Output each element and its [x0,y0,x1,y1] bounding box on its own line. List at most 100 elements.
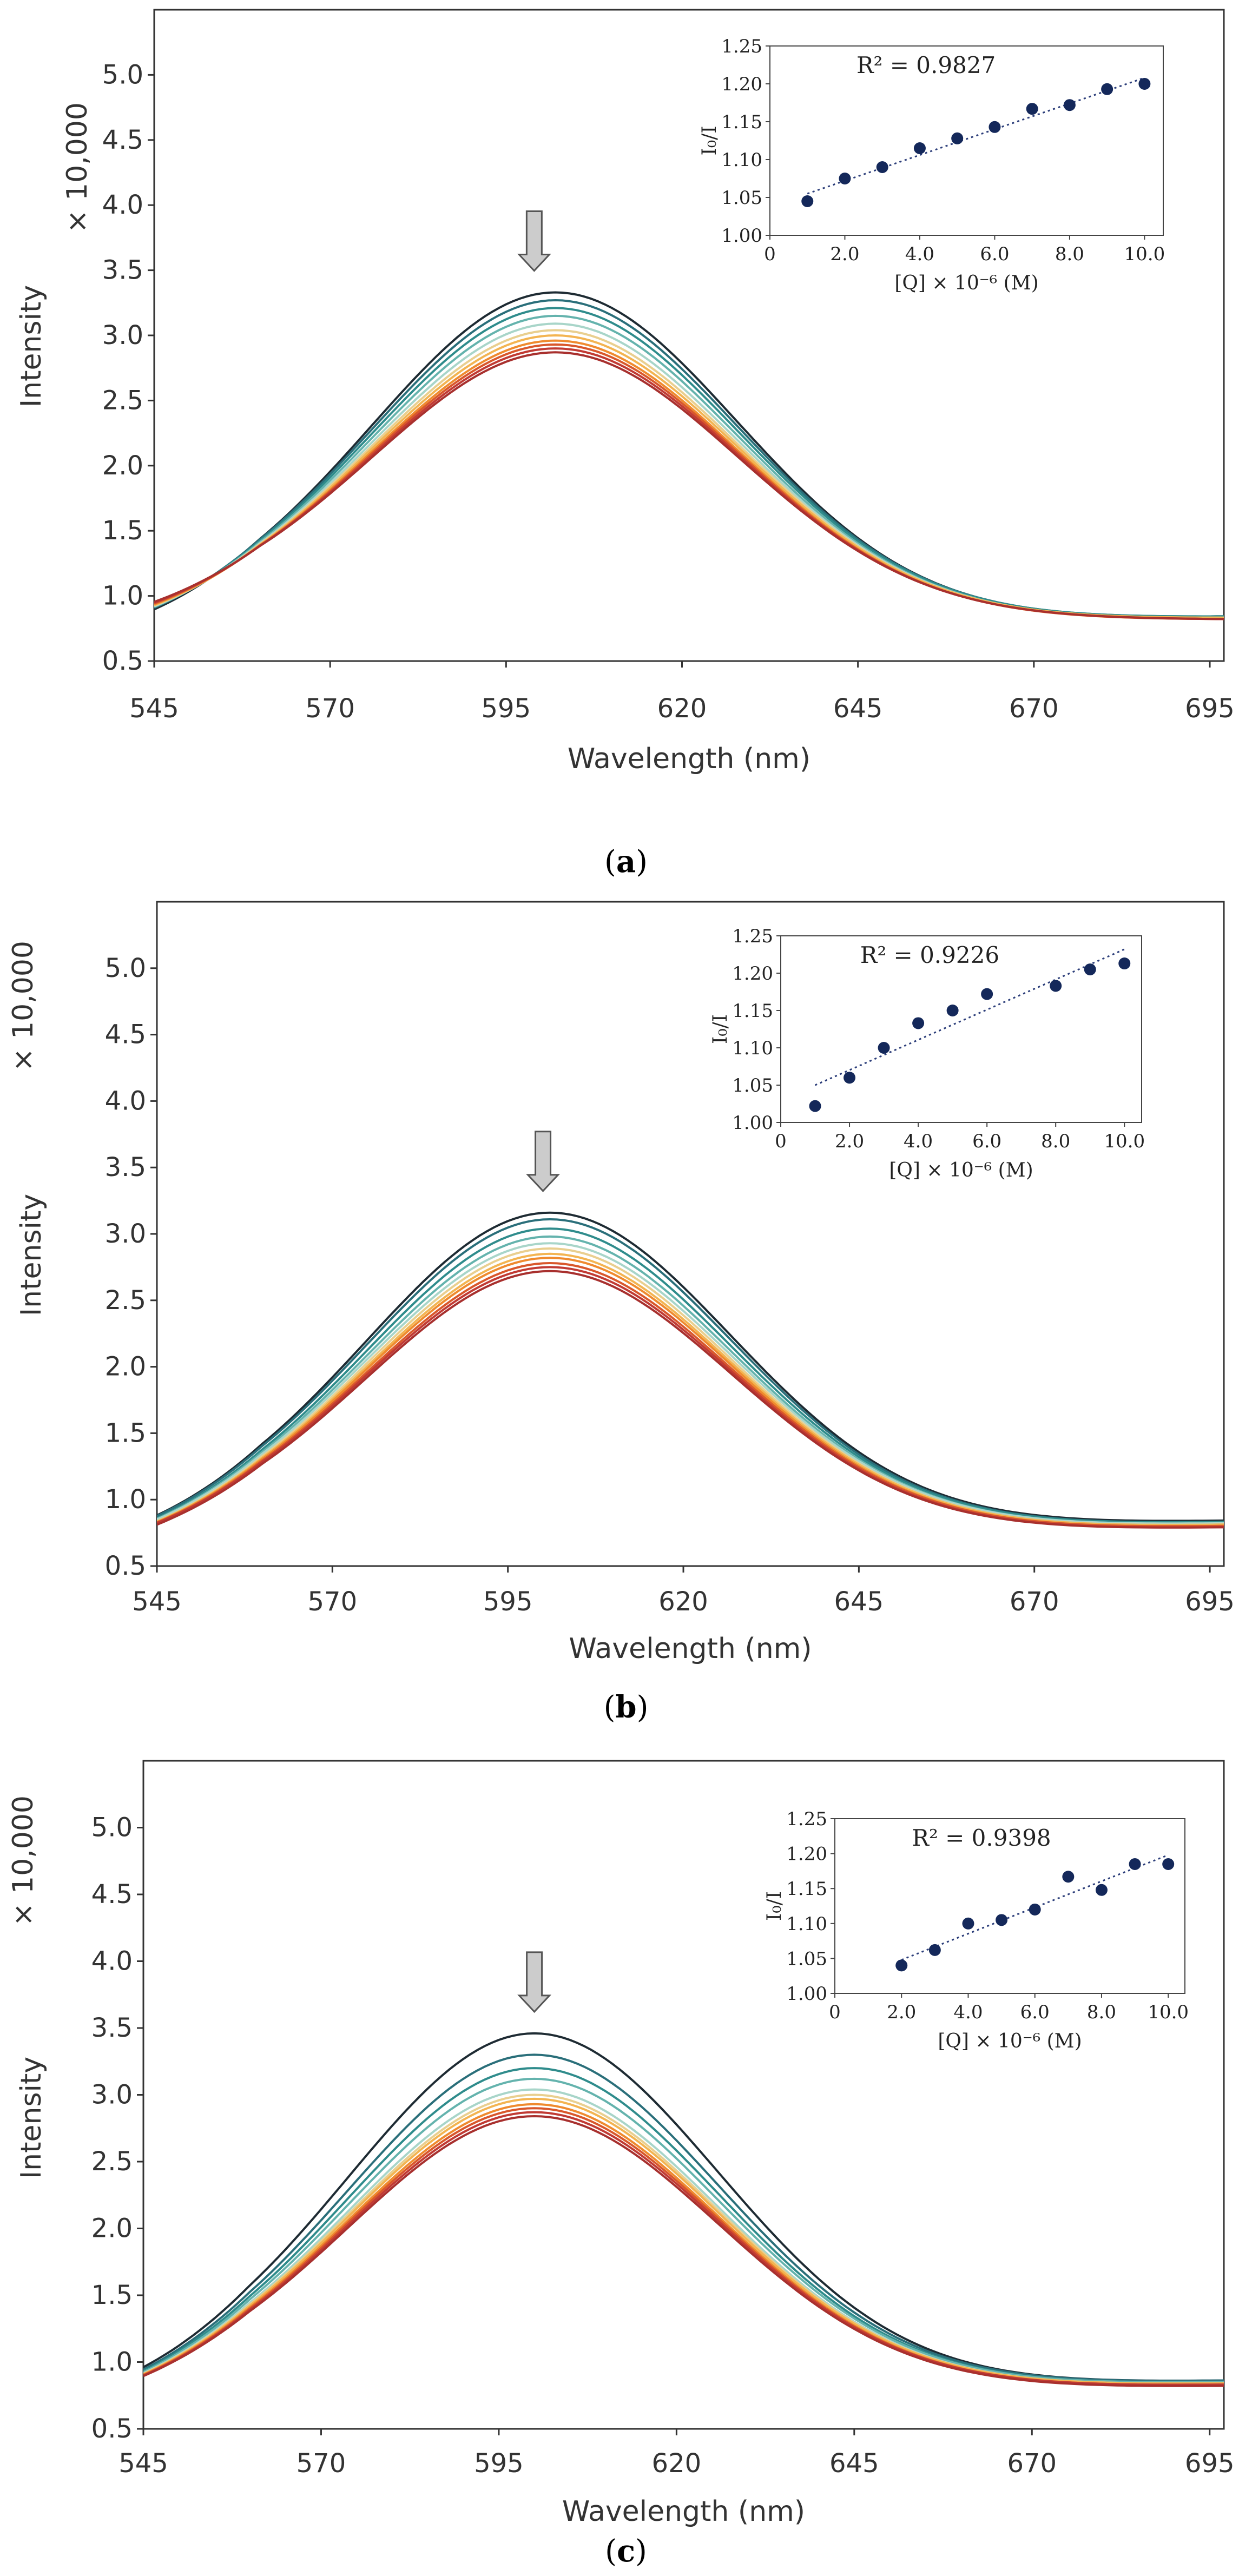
spectrum-line [143,2107,1224,2386]
spectrum-line [143,2067,1224,2383]
axis-multiplier-label: × 10,000 [61,102,94,233]
inset-data-point [876,161,888,173]
x-tick-label: 670 [1007,2448,1057,2479]
inset-data-point [1029,1903,1041,1916]
inset-data-point [928,1944,941,1956]
y-tick-label: 0.5 [91,2414,133,2444]
y-tick-label: 5.0 [105,953,146,983]
inset-y-tick-label: 1.10 [721,149,762,171]
inset-x-axis-title: [Q] × 10⁻⁶ (M) [889,1159,1033,1181]
inset-x-tick-label: 0 [829,2002,841,2023]
inset-data-point [1062,1871,1075,1883]
inset-data-point [1162,1858,1175,1870]
spectrum-line [157,1242,1224,1525]
inset-data-point [801,195,814,207]
spectrum-line [143,2115,1224,2387]
caption-letter: b [615,1689,636,1725]
x-tick-label: 570 [305,693,355,724]
r-squared-annotation: R² = 0.9226 [860,942,999,968]
x-tick-label: 595 [483,1587,533,1617]
down-arrow-icon [526,1131,561,1192]
trendline [901,1854,1169,1961]
spectrum-line [154,322,1224,619]
spectrum-line [154,314,1224,619]
y-tick-label: 2.5 [102,385,143,415]
r-squared-annotation: R² = 0.9398 [912,1825,1051,1851]
inset-y-tick-label: 1.25 [786,1808,827,1830]
spectrum-line [157,1261,1224,1528]
x-tick-label: 670 [1010,1587,1059,1617]
inset-y-tick-label: 1.10 [732,1038,773,1059]
spectrum-line [154,334,1224,619]
inset-data-point [1050,980,1062,992]
inset-y-tick-label: 1.20 [732,963,773,985]
y-tick-label: 4.0 [91,1946,133,1977]
caption-close: ) [635,2534,647,2569]
inset-x-tick-label: 8.0 [1055,243,1084,265]
spectrum-line [143,2032,1224,2382]
inset-data-point [895,1959,908,1972]
y-tick-label: 0.5 [105,1551,146,1581]
inset-x-tick-label: 6.0 [972,1131,1001,1152]
spectrum-line [154,291,1224,618]
down-arrow-icon [517,1951,552,2013]
y-tick-label: 3.0 [91,2080,133,2110]
inset-data-point [951,132,964,144]
spectrum-line [154,299,1224,618]
x-tick-label: 595 [474,2448,524,2479]
inset-data-point [962,1917,974,1930]
inset-data-point [1095,1884,1108,1896]
y-tick-label: 3.5 [91,2013,133,2043]
axis-multiplier-label: × 10,000 [7,941,39,1072]
x-tick-label: 595 [482,693,531,724]
x-tick-label: 645 [833,693,883,724]
spectra-group [154,291,1224,620]
inset-x-tick-label: 4.0 [905,243,934,265]
panel-caption: (b) [604,1689,649,1725]
inset-y-axis-title: I₀/I [709,1014,732,1044]
inset-data-point [912,1017,925,1029]
y-tick-label: 1.0 [105,1484,146,1515]
x-axis-title: Wavelength (nm) [568,743,810,775]
inset-x-tick-label: 0 [764,243,776,265]
caption-letter: c [617,2533,635,2569]
inset-y-tick-label: 1.15 [786,1878,827,1900]
inset-data-point [839,173,851,184]
inset-frame [769,45,1164,236]
inset-y-tick-label: 1.00 [732,1112,773,1134]
panel-caption: (c) [605,2533,647,2569]
inset-x-tick-label: 6.0 [1020,2002,1050,2023]
inset-data-point [913,142,926,154]
inset-data-point [878,1042,890,1054]
x-tick-label: 620 [658,1587,708,1617]
down-arrow-icon [517,210,551,272]
spectrum-line [157,1252,1224,1526]
inset-x-axis-title: [Q] × 10⁻⁶ (M) [938,2030,1082,2052]
x-tick-label: 695 [1185,1587,1235,1617]
y-axis-title: Intensity [15,2057,48,2179]
y-tick-label: 2.5 [91,2146,133,2177]
y-axis-title: Intensity [15,1194,48,1316]
inset-frame [780,935,1142,1123]
inset-data-point [1101,83,1113,95]
inset-x-tick-label: 0 [775,1131,787,1152]
inset-x-tick-label: 10.0 [1148,2002,1189,2023]
inset-frame [834,1818,1185,1994]
inset-y-axis-title: I₀/I [763,1891,786,1921]
y-tick-label: 4.5 [102,125,143,155]
spectrum-line [157,1235,1224,1525]
y-tick-label: 2.0 [105,1352,146,1382]
x-tick-label: 545 [129,693,179,724]
spectrum-line [154,343,1224,620]
x-axis-title: Wavelength (nm) [569,1633,812,1665]
y-tick-label: 3.5 [105,1152,146,1183]
spectra-group [157,1211,1224,1529]
inset-data-point [996,1914,1008,1926]
inset-plot: 1.00 1.05 1.10 1.15 1.20 1.25 0 2.0 4.0 6.0 8.0 10.… [763,1808,1189,2052]
y-axis-title: Intensity [15,285,48,407]
caption-open: ( [605,2534,617,2569]
y-tick-label: 2.0 [102,451,143,481]
y-tick-label: 3.5 [102,255,143,286]
r-squared-annotation: R² = 0.9827 [856,52,996,78]
spectrum-line [143,2077,1224,2383]
